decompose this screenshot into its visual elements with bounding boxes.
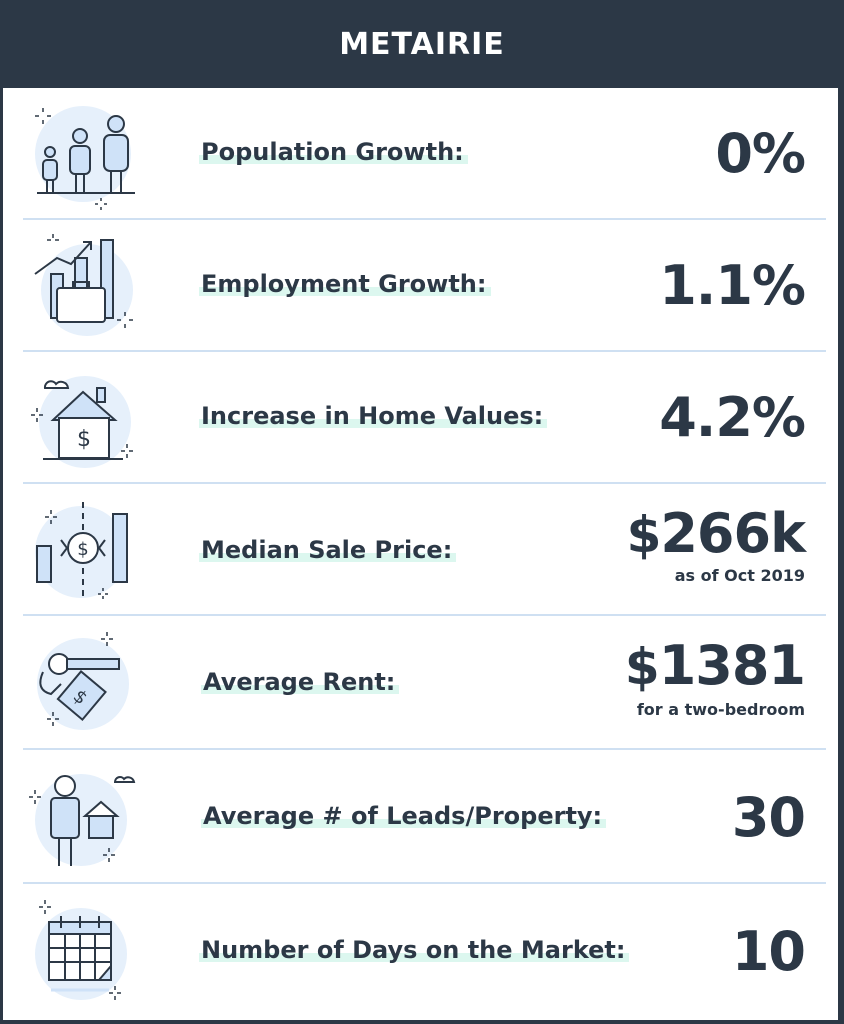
stat-label: Increase in Home Values: — [199, 402, 548, 430]
divider — [23, 218, 826, 220]
divider — [23, 748, 826, 750]
stat-number: 266k — [660, 502, 806, 565]
currency-symbol: $ — [626, 506, 662, 564]
stat-label: Average Rent: — [201, 668, 400, 696]
stat-value: $1381 — [624, 634, 806, 697]
house-dollar-icon: $ — [31, 376, 133, 468]
stat-row-leads: Average # of Leads/Property: 30 — [3, 750, 838, 884]
coin-chart-icon: $ — [35, 502, 128, 600]
stat-value: 4.2% — [659, 386, 806, 449]
stat-value: 0% — [715, 122, 806, 185]
stat-number: 1381 — [658, 634, 806, 697]
stat-label: Population Growth: — [199, 138, 468, 166]
divider — [23, 882, 826, 884]
calendar-icon — [35, 900, 127, 1000]
key-tag-icon: $ — [37, 632, 129, 730]
person-house-icon — [29, 774, 136, 866]
stat-note: as of Oct 2019 — [674, 566, 805, 585]
stat-label: Median Sale Price: — [199, 536, 457, 564]
stat-value: 30 — [731, 786, 806, 849]
divider — [23, 482, 826, 484]
stat-row-median-sale-price: $ Median Sale Price: $266k as of Oct 201… — [3, 484, 838, 616]
stat-note: for a two-bedroom — [636, 700, 805, 719]
people-icon — [35, 106, 135, 210]
svg-text:$: $ — [77, 427, 91, 452]
stat-label: Employment Growth: — [199, 270, 491, 298]
stat-row-average-rent: $ Average Rent: $1381 for a two-bedroom — [3, 616, 838, 750]
currency-symbol: $ — [624, 638, 660, 696]
stat-value: 10 — [731, 920, 806, 983]
stat-row-population: Population Growth: 0% — [3, 88, 838, 220]
divider — [23, 614, 826, 616]
header: METAIRIE — [0, 0, 844, 88]
stat-row-employment: Employment Growth: 1.1% — [3, 220, 838, 352]
page-title: METAIRIE — [339, 26, 505, 62]
stat-value: 1.1% — [659, 254, 806, 317]
briefcase-chart-icon — [34, 234, 133, 336]
svg-text:$: $ — [77, 539, 88, 560]
stat-row-home-values: $ Increase in Home Values: 4.2% — [3, 352, 838, 484]
stats-panel: Population Growth: 0% — [3, 88, 838, 1020]
divider — [23, 350, 826, 352]
stat-label: Number of Days on the Market: — [199, 936, 630, 964]
stat-label: Average # of Leads/Property: — [201, 802, 607, 830]
stat-row-days-on-market: Number of Days on the Market: 10 — [3, 884, 838, 1020]
stat-value: $266k — [626, 502, 806, 565]
